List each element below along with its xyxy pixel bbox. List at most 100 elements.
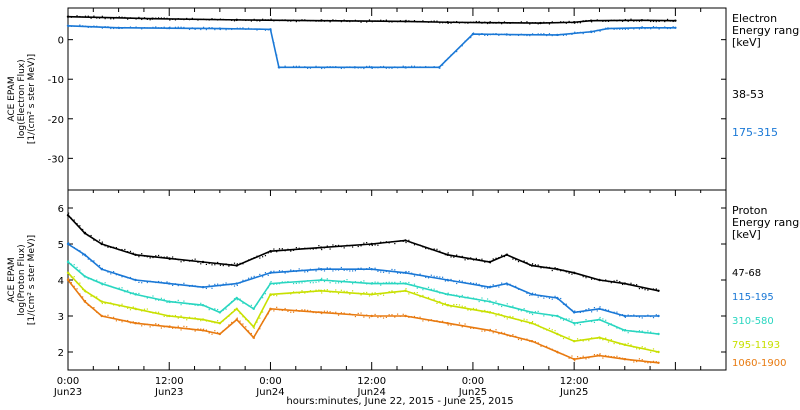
- data-dot: [183, 26, 185, 29]
- data-dot: [624, 358, 626, 360]
- data-dot: [307, 20, 309, 22]
- data-dot: [337, 282, 340, 284]
- data-dot: [253, 275, 255, 277]
- data-dot: [413, 291, 416, 294]
- data-dot: [82, 16, 84, 18]
- data-dot: [307, 280, 309, 282]
- data-dot: [360, 312, 362, 314]
- data-dot: [101, 241, 103, 243]
- data-dot: [495, 22, 497, 24]
- data-dot: [281, 19, 283, 21]
- data-dot: [323, 67, 326, 69]
- data-dot: [298, 268, 300, 270]
- data-dot: [509, 306, 511, 308]
- data-dot: [321, 292, 323, 294]
- data-dot: [262, 28, 264, 30]
- data-dot: [557, 315, 559, 317]
- data-dot: [523, 290, 525, 292]
- data-dot: [501, 305, 503, 308]
- data-dot: [157, 280, 160, 283]
- data-dot: [183, 325, 185, 327]
- legend-entry: 115-195: [732, 292, 774, 303]
- data-dot: [346, 313, 348, 315]
- data-dot: [124, 16, 126, 19]
- data-dot: [318, 289, 320, 291]
- data-dot: [531, 33, 534, 35]
- data-dot: [127, 277, 129, 279]
- legend-title-line: [keV]: [732, 228, 761, 241]
- data-dot: [554, 330, 556, 332]
- data-dot: [430, 299, 432, 301]
- data-dot: [104, 315, 106, 317]
- data-dot: [593, 306, 596, 309]
- data-dot: [135, 18, 137, 20]
- data-dot: [652, 317, 655, 319]
- data-dot: [284, 307, 286, 310]
- data-point: [598, 318, 601, 321]
- data-dot: [82, 25, 84, 27]
- data-dot: [191, 317, 193, 319]
- data-dot: [292, 269, 295, 272]
- data-dot: [638, 288, 641, 290]
- data-dot: [486, 329, 489, 331]
- data-dot: [163, 256, 165, 258]
- data-dot: [250, 258, 252, 260]
- data-dot: [472, 327, 475, 329]
- data-dot: [371, 292, 373, 294]
- data-dot: [208, 262, 210, 265]
- data-dot: [115, 287, 118, 289]
- data-dot: [492, 303, 494, 305]
- data-dot: [149, 257, 151, 259]
- data-dot: [430, 319, 432, 321]
- data-dot: [107, 302, 109, 304]
- data-dot: [118, 274, 120, 276]
- data-dot: [664, 26, 666, 28]
- data-dot: [621, 330, 624, 332]
- data-dot: [537, 296, 539, 298]
- data-dot: [557, 352, 559, 354]
- data-dot: [540, 33, 542, 35]
- data-point: [269, 271, 272, 274]
- data-dot: [157, 27, 160, 29]
- data-dot: [422, 320, 424, 322]
- data-dot: [652, 360, 655, 362]
- data-dot: [169, 19, 171, 21]
- data-dot: [585, 339, 587, 341]
- data-dot: [551, 21, 553, 23]
- data-dot: [450, 256, 452, 258]
- data-dot: [529, 35, 531, 37]
- data-dot: [644, 315, 646, 317]
- data-dot: [546, 34, 548, 37]
- data-dot: [427, 320, 430, 322]
- data-dot: [104, 245, 106, 247]
- y-tick-label: 2: [58, 348, 64, 359]
- y-tick-label: -10: [48, 75, 64, 86]
- data-dot: [368, 317, 371, 319]
- data-dot: [211, 18, 213, 20]
- data-dot: [416, 317, 418, 319]
- data-dot: [548, 327, 551, 329]
- data-dot: [605, 279, 607, 281]
- data-dot: [292, 283, 295, 285]
- data-dot: [520, 289, 522, 291]
- data-dot: [318, 245, 320, 247]
- data-dot: [495, 300, 497, 302]
- data-dot: [554, 267, 556, 269]
- data-dot: [517, 22, 520, 24]
- data-dot: [68, 277, 70, 280]
- data-point: [66, 242, 70, 246]
- data-dot: [582, 20, 584, 22]
- data-dot: [73, 276, 75, 278]
- data-dot: [247, 259, 250, 261]
- data-dot: [335, 311, 337, 313]
- data-dot: [360, 294, 362, 296]
- data-dot: [467, 38, 469, 40]
- data-dot: [439, 321, 441, 323]
- data-dot: [616, 342, 618, 344]
- data-dot: [256, 303, 258, 305]
- data-dot: [596, 29, 598, 31]
- data-dot: [301, 309, 303, 311]
- data-dot: [526, 34, 528, 37]
